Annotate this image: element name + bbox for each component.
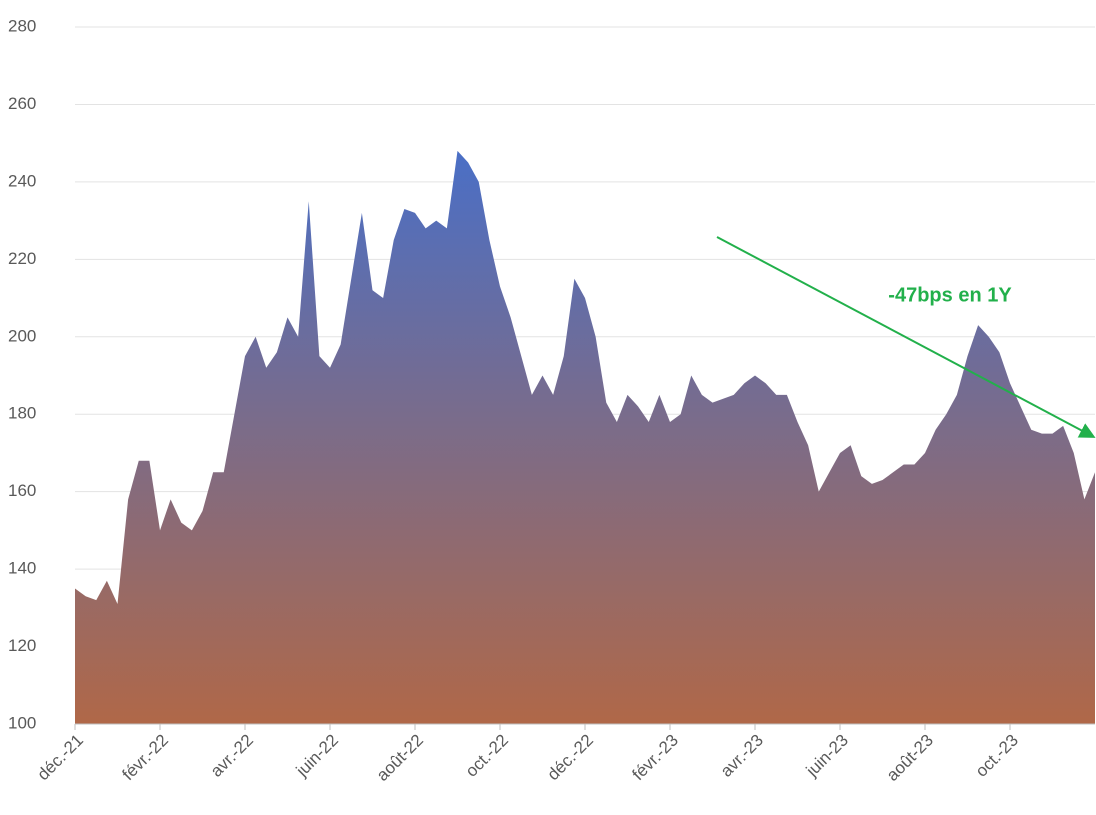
y-tick-label: 160 [8, 481, 36, 500]
area [75, 150, 1095, 724]
y-tick-label: 100 [8, 713, 36, 732]
y-tick-label: 200 [8, 326, 36, 345]
y-tick-label: 240 [8, 171, 36, 190]
y-tick-label: 280 [8, 16, 36, 35]
y-tick-label: 120 [8, 636, 36, 655]
annotation: -47bps en 1Y [888, 284, 1012, 306]
x-tick-label: déc.-22 [543, 731, 597, 785]
y-tick-label: 260 [8, 94, 36, 113]
x-tick-label: févr.-23 [628, 731, 682, 785]
trend-arrow [716, 236, 1096, 438]
y-tick-label: 140 [8, 559, 36, 578]
x-tick-label: août-22 [373, 731, 427, 785]
y-tick-label: 180 [8, 404, 36, 423]
x-tick-label: avr.-23 [717, 731, 767, 781]
x-tick-label: févr.-22 [118, 731, 172, 785]
x-tick-label: juin-23 [802, 731, 852, 781]
x-tick-label: oct.-23 [972, 731, 1022, 781]
x-tick-label: juin-22 [292, 731, 342, 781]
x-tick-label: déc.-21 [33, 731, 87, 785]
y-tick-label: 220 [8, 249, 36, 268]
x-tick-label: août-23 [883, 731, 937, 785]
x-tick-label: oct.-22 [462, 731, 512, 781]
x-tick-label: avr.-22 [207, 731, 257, 781]
